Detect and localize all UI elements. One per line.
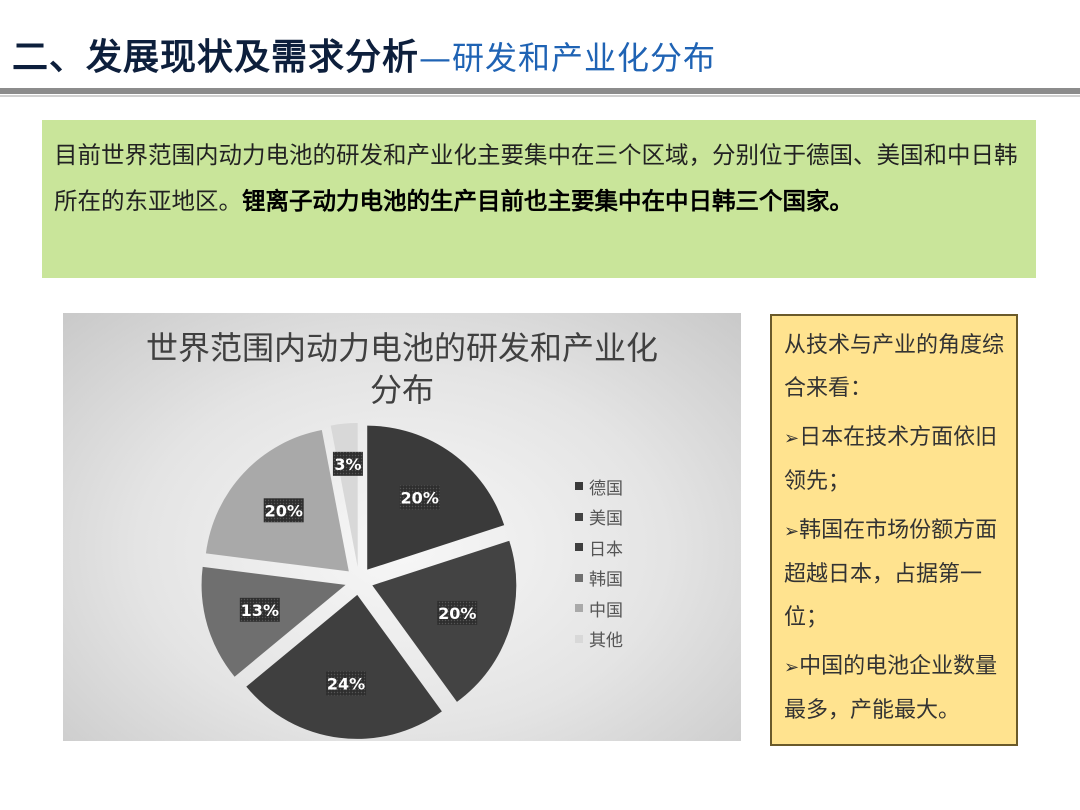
summary-box: 从技术与产业的角度综合来看： ➢日本在技术方面依旧领先； ➢韩国在市场份额方面超越… bbox=[770, 314, 1018, 746]
title-divider bbox=[0, 88, 1080, 94]
legend-swatch bbox=[575, 634, 583, 643]
pie-label-box bbox=[399, 485, 440, 510]
legend-label: 美国 bbox=[589, 509, 623, 530]
page-title-main: 二、发展现状及需求分析 bbox=[12, 37, 420, 78]
legend-swatch bbox=[575, 604, 583, 613]
summary-bullet-text: 中国的电池企业数量最多，产能最大。 bbox=[784, 654, 998, 723]
legend-item-1: 美国 bbox=[575, 502, 655, 533]
pie-label-box bbox=[263, 498, 304, 523]
summary-bullet-0: ➢日本在技术方面依旧领先； bbox=[784, 416, 1006, 503]
legend-label: 韩国 bbox=[589, 570, 623, 591]
pie-label-box bbox=[326, 671, 367, 696]
arrow-bullet-icon: ➢ bbox=[784, 657, 800, 678]
pie-label-text: 20% bbox=[438, 604, 476, 623]
legend-swatch bbox=[575, 482, 583, 491]
legend-swatch bbox=[575, 543, 583, 552]
title-divider-shadow bbox=[0, 95, 1080, 97]
summary-intro: 从技术与产业的角度综合来看： bbox=[784, 333, 1005, 401]
pie-slice-2 bbox=[246, 594, 442, 739]
arrow-bullet-icon: ➢ bbox=[784, 521, 800, 542]
legend-item-5: 其他 bbox=[575, 624, 655, 655]
pie-plot-area: 20% 20% 24% 13% 20% 3% bbox=[201, 423, 517, 739]
legend-label: 日本 bbox=[589, 539, 623, 560]
pie-label-text: 20% bbox=[265, 501, 303, 520]
legend-swatch bbox=[575, 512, 583, 521]
summary-bullet-2: ➢中国的电池企业数量最多，产能最大。 bbox=[784, 645, 1006, 732]
page-title-sub: —研发和产业化分布 bbox=[419, 39, 717, 77]
pie-chart: 世界范围内动力电池的研发和产业化 分布 20% 20% 24% 13% 20% 3% 德国… bbox=[63, 313, 741, 741]
title-bar: 二、发展现状及需求分析—研发和产业化分布 bbox=[0, 0, 1080, 97]
pie-label-3: 13% bbox=[239, 597, 280, 622]
intro-text: 目前世界范围内动力电池的研发和产业化主要集中在三个区域，分别位于德国、美国和中日… bbox=[54, 141, 1018, 215]
pie-label-box bbox=[437, 600, 478, 625]
pie-label-5: 3% bbox=[332, 451, 363, 476]
legend-label: 其他 bbox=[589, 631, 623, 652]
pie-label-box bbox=[332, 451, 363, 476]
pie-label-1: 20% bbox=[437, 600, 478, 625]
legend-item-0: 德国 bbox=[575, 471, 655, 502]
pie-label-0: 20% bbox=[399, 485, 440, 510]
legend-swatch bbox=[575, 573, 583, 582]
chart-title-line-1: 世界范围内动力电池的研发和产业化 bbox=[145, 329, 658, 367]
intro-box: 目前世界范围内动力电池的研发和产业化主要集中在三个区域，分别位于德国、美国和中日… bbox=[42, 120, 1036, 278]
arrow-bullet-icon: ➢ bbox=[784, 428, 800, 449]
legend-item-2: 日本 bbox=[575, 532, 655, 563]
chart-legend: 德国美国日本韩国中国其他 bbox=[575, 471, 655, 654]
pie-label-2: 24% bbox=[326, 671, 367, 696]
summary-bullet-text: 日本在技术方面依旧领先； bbox=[784, 425, 998, 494]
pie-label-text: 20% bbox=[401, 488, 439, 507]
pie-label-text: 13% bbox=[241, 601, 279, 620]
page-title: 二、发展现状及需求分析—研发和产业化分布 bbox=[12, 28, 716, 80]
chart-title-line-2: 分布 bbox=[369, 371, 434, 409]
pie-label-box bbox=[239, 597, 280, 622]
summary-bullet-text: 韩国在市场份额方面超越日本，占据第一位； bbox=[784, 518, 998, 630]
chart-title: 世界范围内动力电池的研发和产业化 分布 bbox=[63, 327, 741, 411]
pie-label-text: 3% bbox=[334, 455, 361, 474]
summary-bullet-1: ➢韩国在市场份额方面超越日本，占据第一位； bbox=[784, 509, 1006, 639]
pie-label-text: 24% bbox=[327, 674, 365, 693]
pie-label-4: 20% bbox=[263, 498, 304, 523]
legend-label: 德国 bbox=[589, 478, 623, 499]
legend-item-3: 韩国 bbox=[575, 563, 655, 594]
legend-item-4: 中国 bbox=[575, 593, 655, 624]
legend-label: 中国 bbox=[589, 600, 623, 621]
intro-bold-text: 锂离子动力电池的生产目前也主要集中在中日韩三个国家。 bbox=[242, 187, 853, 215]
